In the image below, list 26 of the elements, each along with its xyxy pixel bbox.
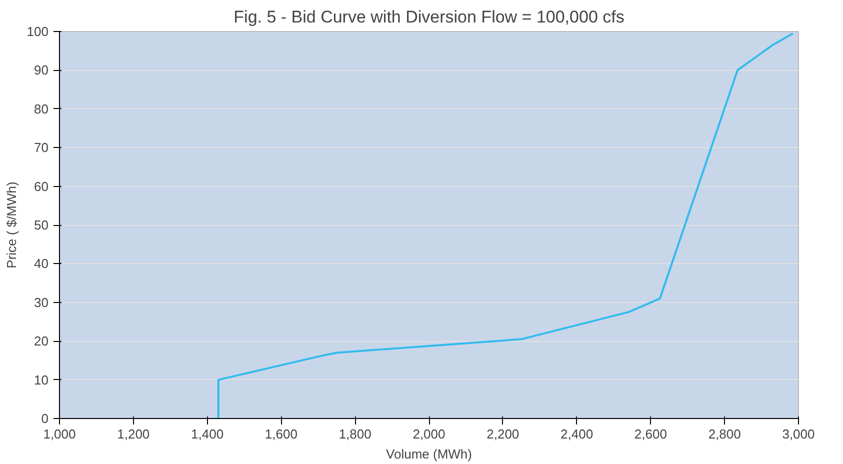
x-tick-label: 2,000 (412, 426, 446, 442)
y-tick-label: 60 (34, 178, 49, 194)
x-tick-label: 2,800 (708, 426, 741, 442)
y-tick-label: 80 (34, 101, 49, 116)
x-tick-label: 1,400 (191, 426, 224, 442)
y-tick-label: 30 (34, 294, 49, 310)
y-tick-label: 70 (34, 140, 49, 156)
y-tick-label: 50 (34, 218, 49, 232)
line-series (217, 32, 794, 418)
x-axis-title: Volume (MWh) (386, 446, 472, 462)
chart-title: Fig. 5 - Bid Curve with Diversion Flow = 100,000 cfs (234, 8, 624, 26)
x-tick-label: 1,200 (117, 426, 150, 442)
y-tick-label: 90 (34, 62, 49, 78)
x-tick-label: 3,000 (782, 426, 815, 442)
x-tick-label: 2,600 (634, 426, 667, 442)
y-tick-label: 100 (26, 24, 49, 39)
y-tick-label: 0 (41, 411, 49, 426)
x-tick-label: 1,800 (338, 426, 372, 442)
x-tick-label: 1,000 (43, 426, 76, 442)
y-tick-label: 20 (34, 334, 49, 349)
y-tick-label: 40 (34, 256, 49, 272)
x-tick-label: 2,200 (486, 426, 520, 442)
y-axis-title: Price ( $/MWh) (4, 182, 19, 268)
y-tick-label: 10 (34, 372, 49, 388)
x-tick-label: 1,600 (264, 426, 298, 442)
x-tick-label: 2,400 (560, 426, 594, 442)
